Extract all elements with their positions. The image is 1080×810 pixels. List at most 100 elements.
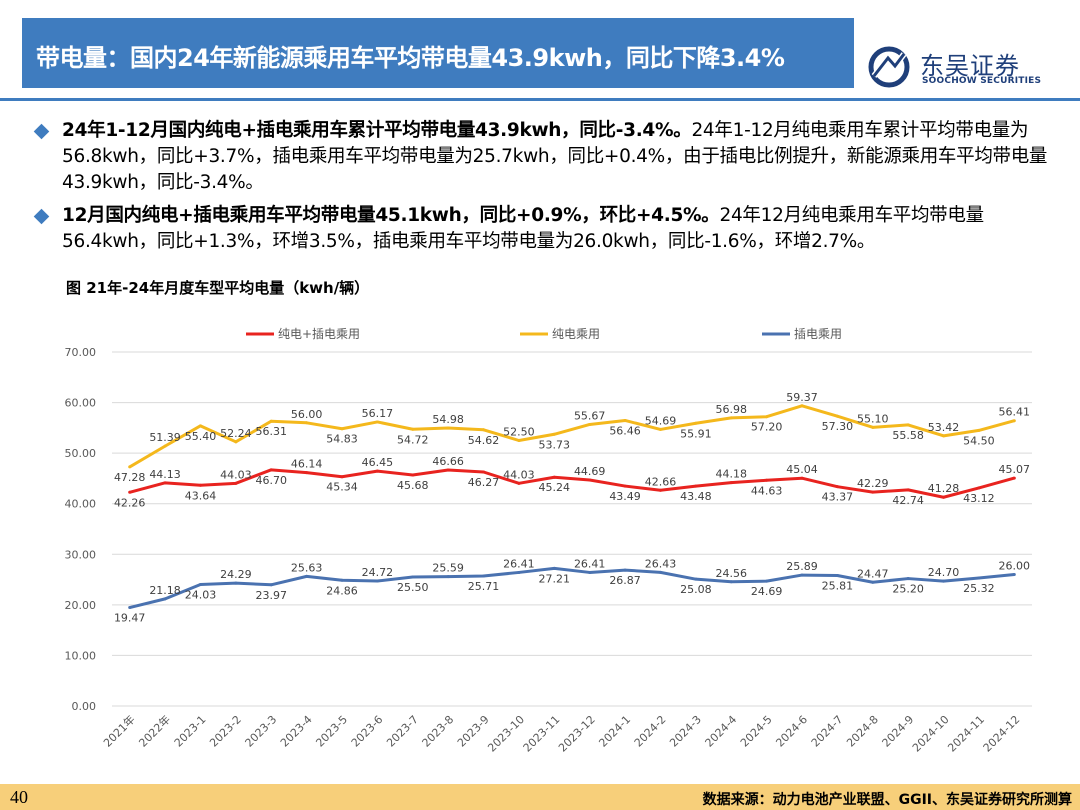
data-label: 26.43 <box>645 557 677 570</box>
data-point <box>552 566 556 570</box>
bullet-list: 24年1-12月国内纯电+插电乘用车累计平均带电量43.9kwh，同比-3.4%… <box>33 118 1064 262</box>
data-point <box>375 579 379 583</box>
data-label: 46.14 <box>291 458 323 471</box>
y-tick-label: 30.00 <box>65 548 97 561</box>
data-point <box>871 580 875 584</box>
x-tick-label: 2024-8 <box>844 713 881 750</box>
data-point <box>658 570 662 574</box>
data-point <box>1012 476 1016 480</box>
data-label: 55.10 <box>857 412 889 425</box>
data-label: 24.86 <box>326 584 358 597</box>
data-label: 45.68 <box>397 479 429 492</box>
x-tick-label: 2023-12 <box>556 713 598 755</box>
bullet-point: 24年1-12月国内纯电+插电乘用车累计平均带电量43.9kwh，同比-3.4%… <box>33 118 1064 196</box>
data-point <box>163 481 167 485</box>
data-label: 59.37 <box>786 391 818 404</box>
x-tick-label: 2024-5 <box>738 713 775 750</box>
data-label: 54.69 <box>645 414 677 427</box>
data-label: 57.30 <box>822 420 854 433</box>
data-point <box>658 488 662 492</box>
title-bar: 带电量：国内24年新能源乘用车平均带电量43.9kwh，同比下降3.4% <box>22 18 854 88</box>
x-tick-label: 2023-5 <box>313 713 350 750</box>
data-label: 44.63 <box>751 484 783 497</box>
data-point <box>588 478 592 482</box>
data-label: 47.28 <box>114 471 146 484</box>
data-point <box>871 490 875 494</box>
data-point <box>835 485 839 489</box>
data-label: 43.37 <box>822 491 854 504</box>
data-label: 52.24 <box>220 427 252 440</box>
data-point <box>942 495 946 499</box>
footer-bar: 40 数据来源：动力电池产业联盟、GGII、东吴证券研究所测算 <box>0 784 1080 810</box>
data-label: 44.03 <box>220 468 252 481</box>
data-point <box>588 570 592 574</box>
bullet-text: 24年12月纯电乘用车平均带电量56.4kwh，同比+1.3%，环增3.5%，插… <box>62 205 984 252</box>
data-point <box>482 428 486 432</box>
data-label: 25.81 <box>822 579 854 592</box>
data-label: 53.73 <box>539 438 571 451</box>
legend-label: 纯电乘用 <box>552 327 600 341</box>
bullet-highlight: 12月国内纯电+插电乘用车平均带电量45.1kwh，同比+0.9%，环比+4.5… <box>62 205 720 226</box>
header-divider <box>0 98 1080 101</box>
data-point <box>340 427 344 431</box>
x-tick-label: 2022年 <box>136 712 173 749</box>
data-label: 25.59 <box>432 562 464 575</box>
data-label: 56.46 <box>609 424 641 437</box>
data-label: 26.00 <box>999 560 1031 573</box>
data-label: 45.24 <box>539 481 571 494</box>
data-point <box>411 473 415 477</box>
bullet-point: 12月国内纯电+插电乘用车平均带电量45.1kwh，同比+0.9%，环比+4.5… <box>33 203 1064 255</box>
data-label: 23.97 <box>255 589 287 602</box>
y-tick-label: 0.00 <box>72 700 97 713</box>
data-point <box>446 426 450 430</box>
data-point <box>163 444 167 448</box>
data-point <box>517 570 521 574</box>
data-label: 52.50 <box>503 426 535 439</box>
data-label: 25.32 <box>963 582 995 595</box>
x-tick-label: 2021年 <box>100 712 137 749</box>
data-point <box>729 580 733 584</box>
data-label: 27.21 <box>539 572 571 585</box>
bullet-highlight: 24年1-12月国内纯电+插电乘用车累计平均带电量43.9kwh，同比-3.4%… <box>62 120 692 141</box>
x-tick-label: 2024-12 <box>981 713 1023 755</box>
data-point <box>906 488 910 492</box>
data-point <box>517 439 521 442</box>
data-point <box>482 574 486 578</box>
data-label: 42.66 <box>645 475 677 488</box>
x-tick-label: 2024-6 <box>773 713 810 750</box>
data-label: 44.13 <box>149 468 181 481</box>
page-number: 40 <box>10 787 28 807</box>
data-point <box>906 577 910 581</box>
data-point <box>375 420 379 424</box>
data-label: 45.04 <box>786 463 818 476</box>
data-point <box>446 575 450 579</box>
x-tick-label: 2023-4 <box>278 713 315 750</box>
x-tick-label: 2023-10 <box>485 713 527 755</box>
data-point <box>694 484 698 488</box>
data-label: 46.70 <box>255 474 287 487</box>
data-label: 24.72 <box>362 566 394 579</box>
data-label: 44.18 <box>715 468 747 481</box>
data-label: 56.31 <box>255 425 287 438</box>
data-point <box>269 468 273 472</box>
data-point <box>198 483 202 487</box>
data-point <box>234 481 238 485</box>
data-label: 43.49 <box>609 490 641 503</box>
data-label: 25.08 <box>680 583 712 596</box>
data-point <box>942 579 946 583</box>
data-label: 42.26 <box>114 496 146 509</box>
data-point <box>835 573 839 577</box>
data-point <box>623 418 627 422</box>
x-tick-label: 2023-3 <box>243 713 280 750</box>
data-label: 44.03 <box>503 468 535 481</box>
data-point <box>128 606 132 610</box>
data-label: 45.34 <box>326 481 358 494</box>
x-tick-label: 2024-4 <box>703 713 740 750</box>
x-tick-label: 2023-6 <box>349 713 386 750</box>
data-label: 42.29 <box>857 477 889 490</box>
data-label: 21.18 <box>149 584 181 597</box>
figure-title: 图 21年-24年月度车型平均电量（kwh/辆） <box>66 279 370 297</box>
data-label: 46.27 <box>468 476 500 489</box>
data-point <box>729 481 733 485</box>
data-point <box>517 481 521 485</box>
